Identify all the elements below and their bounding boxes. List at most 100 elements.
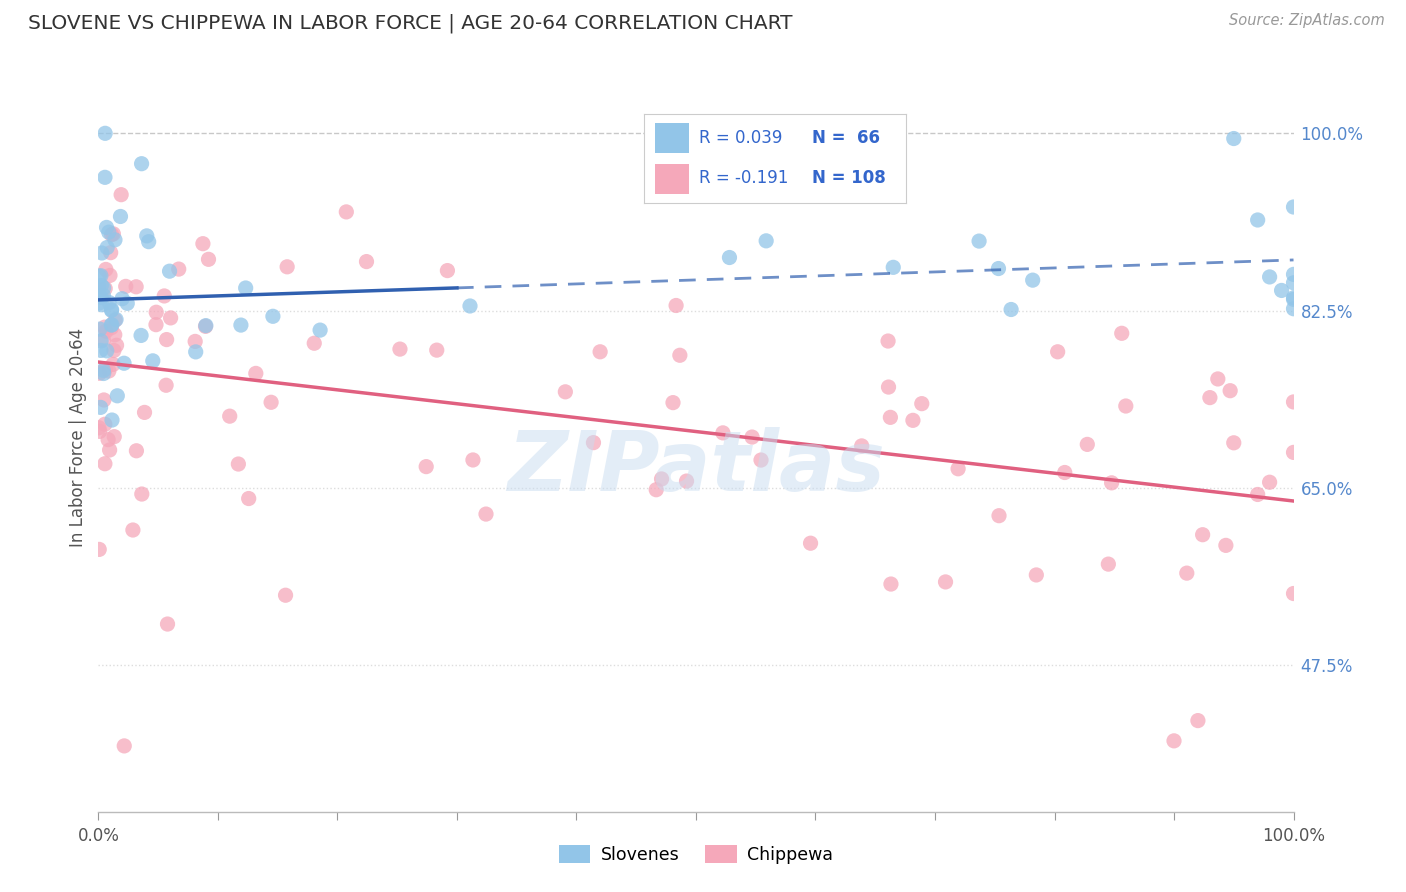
- Point: [134, 405, 156, 419]
- Point: [100, 302, 122, 317]
- Point: [1175, 566, 1198, 581]
- Point: [93, 333, 115, 347]
- Point: [191, 236, 214, 251]
- Point: [415, 459, 437, 474]
- Point: [138, 235, 160, 249]
- Legend: Slovenes, Chippewa: Slovenes, Chippewa: [553, 838, 839, 871]
- Point: [309, 323, 332, 337]
- Point: [987, 261, 1010, 276]
- Point: [90, 268, 112, 283]
- Point: [1282, 200, 1305, 214]
- Point: [1271, 284, 1294, 298]
- Point: [946, 462, 969, 476]
- Point: [1223, 435, 1246, 450]
- Point: [1247, 213, 1270, 227]
- Point: [1223, 131, 1246, 145]
- Point: [87, 421, 110, 435]
- Point: [90, 401, 112, 415]
- Point: [159, 310, 181, 325]
- Point: [110, 210, 132, 224]
- Point: [901, 413, 924, 427]
- Point: [90, 298, 112, 312]
- Point: [100, 318, 122, 332]
- Point: [125, 443, 148, 458]
- Point: [98, 295, 121, 310]
- Text: N =  66: N = 66: [811, 129, 880, 147]
- Point: [184, 334, 207, 349]
- Point: [1115, 399, 1137, 413]
- Point: [125, 279, 148, 293]
- Point: [97, 225, 120, 239]
- Point: [93, 392, 115, 407]
- Point: [218, 409, 240, 424]
- Point: [145, 318, 167, 332]
- Point: [554, 384, 576, 399]
- Text: ZIPatlas: ZIPatlas: [508, 426, 884, 508]
- Point: [851, 439, 873, 453]
- Point: [458, 299, 481, 313]
- Point: [89, 366, 111, 380]
- FancyBboxPatch shape: [655, 123, 689, 153]
- Point: [1076, 437, 1098, 451]
- Point: [1282, 586, 1305, 600]
- Point: [122, 523, 145, 537]
- Point: [755, 234, 778, 248]
- Point: [1282, 395, 1305, 409]
- Point: [665, 298, 688, 312]
- Point: [1282, 268, 1305, 282]
- Text: R = 0.039: R = 0.039: [699, 129, 783, 147]
- Point: [90, 291, 112, 305]
- Point: [89, 542, 111, 557]
- Point: [877, 380, 900, 394]
- Point: [94, 362, 117, 376]
- Point: [105, 312, 128, 326]
- Point: [1258, 269, 1281, 284]
- Point: [194, 318, 217, 333]
- Point: [1199, 391, 1222, 405]
- Point: [967, 234, 990, 248]
- Text: N = 108: N = 108: [811, 169, 886, 187]
- Point: [335, 205, 357, 219]
- Point: [145, 305, 167, 319]
- Point: [1187, 714, 1209, 728]
- Point: [156, 333, 179, 347]
- Point: [101, 413, 124, 427]
- Point: [260, 395, 283, 409]
- Text: R = -0.191: R = -0.191: [699, 169, 789, 187]
- Point: [1101, 475, 1123, 490]
- Point: [1053, 466, 1076, 480]
- Point: [94, 324, 117, 338]
- Point: [114, 279, 136, 293]
- Point: [97, 433, 120, 447]
- Point: [93, 320, 115, 334]
- Point: [935, 574, 957, 589]
- Point: [155, 378, 177, 392]
- Point: [94, 417, 117, 432]
- Point: [131, 157, 153, 171]
- Point: [245, 367, 267, 381]
- Point: [129, 328, 152, 343]
- Point: [276, 260, 298, 274]
- Point: [93, 288, 115, 302]
- Point: [799, 536, 821, 550]
- Point: [89, 296, 111, 310]
- Text: SLOVENE VS CHIPPEWA IN LABOR FORCE | AGE 20-64 CORRELATION CHART: SLOVENE VS CHIPPEWA IN LABOR FORCE | AGE…: [28, 13, 793, 33]
- Point: [90, 246, 112, 260]
- Point: [1219, 384, 1241, 398]
- Point: [94, 126, 117, 140]
- Point: [110, 187, 132, 202]
- Point: [93, 281, 115, 295]
- Point: [651, 472, 673, 486]
- Point: [96, 220, 118, 235]
- Point: [100, 245, 122, 260]
- Point: [1000, 302, 1022, 317]
- Point: [1282, 445, 1305, 459]
- Point: [142, 354, 165, 368]
- Point: [662, 395, 685, 409]
- Point: [1191, 527, 1213, 541]
- Point: [97, 364, 120, 378]
- Point: [96, 343, 118, 358]
- Y-axis label: In Labor Force | Age 20-64: In Labor Force | Age 20-64: [69, 327, 87, 547]
- Point: [135, 228, 157, 243]
- Point: [1282, 293, 1305, 307]
